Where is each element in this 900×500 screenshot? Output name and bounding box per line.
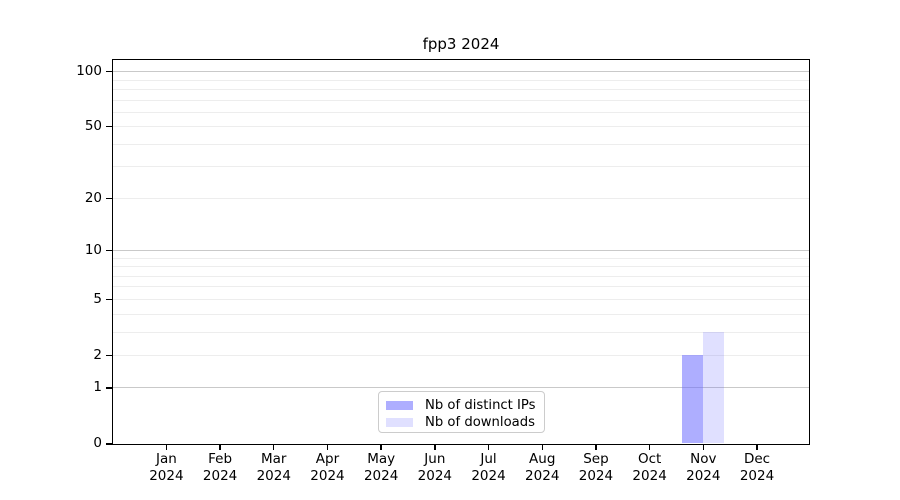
major-gridline: [113, 387, 809, 389]
x-tick-label: Nov 2024: [671, 451, 735, 484]
minor-gridline: [113, 331, 809, 333]
major-gridline: [113, 249, 809, 251]
x-tick-mark: [648, 445, 651, 450]
y-tick-mark: [106, 197, 112, 199]
plot-area: [112, 59, 810, 445]
x-tick-year: 2024: [739, 467, 775, 484]
x-tick-mark: [434, 445, 436, 450]
y-tick-mark: [106, 125, 112, 128]
x-tick-mark: [380, 445, 382, 450]
legend: Nb of distinct IPs Nb of downloads: [378, 391, 545, 433]
x-tick-label: Aug 2024: [510, 451, 574, 484]
x-tick-mark: [219, 445, 221, 450]
y-tick-mark: [106, 249, 112, 252]
x-tick-month: Sep: [583, 451, 609, 467]
x-tick-year: 2024: [686, 467, 721, 484]
legend-swatch: [386, 418, 413, 428]
minor-gridline: [113, 111, 809, 113]
minor-gridline: [113, 126, 809, 128]
x-tick-label: May 2024: [349, 451, 413, 484]
legend-label: Nb of downloads: [425, 415, 535, 431]
legend-row: Nb of distinct IPs: [386, 397, 536, 414]
y-tick-label: 20: [84, 189, 102, 206]
x-tick-label: Sep 2024: [564, 451, 628, 484]
x-tick-year: 2024: [310, 467, 345, 484]
x-tick-mark: [756, 445, 758, 450]
x-tick-label: Mar 2024: [242, 451, 306, 484]
x-tick-month: Jun: [424, 451, 446, 467]
y-tick-label: 100: [76, 62, 102, 79]
y-tick-mark: [106, 443, 112, 445]
x-tick-month: Mar: [261, 451, 287, 467]
x-tick-mark: [702, 445, 704, 450]
x-tick-month: May: [367, 451, 396, 467]
minor-gridline: [113, 79, 809, 81]
x-tick-mark: [541, 445, 543, 450]
x-tick-month: Apr: [315, 451, 340, 467]
x-tick-mark: [165, 445, 168, 450]
x-tick-year: 2024: [202, 467, 238, 484]
y-tick-label: 5: [93, 290, 102, 307]
bar-downloads: [702, 331, 724, 444]
minor-gridline: [113, 166, 809, 168]
minor-gridline: [113, 197, 809, 199]
minor-gridline: [113, 275, 809, 277]
x-tick-mark: [595, 445, 597, 450]
minor-gridline: [113, 257, 809, 259]
minor-gridline: [113, 99, 809, 101]
x-tick-year: 2024: [578, 467, 614, 484]
y-tick-mark: [106, 354, 112, 356]
minor-gridline: [113, 143, 809, 145]
x-tick-mark: [273, 445, 275, 450]
y-tick-mark: [106, 387, 112, 389]
x-tick-month: Oct: [637, 451, 662, 467]
x-tick-year: 2024: [363, 467, 399, 484]
legend-label: Nb of distinct IPs: [425, 397, 536, 413]
x-tick-month: Jul: [480, 451, 497, 467]
minor-gridline: [113, 286, 809, 288]
y-tick-label: 2: [93, 346, 102, 363]
minor-gridline: [113, 354, 809, 356]
minor-gridline: [113, 298, 809, 300]
x-tick-mark: [487, 445, 490, 450]
major-gridline: [113, 70, 809, 72]
y-tick-label: 10: [84, 241, 102, 258]
x-tick-year: 2024: [525, 467, 560, 484]
y-tick-label: 0: [93, 435, 102, 452]
x-tick-label: Feb 2024: [188, 451, 252, 484]
x-tick-mark: [326, 445, 329, 450]
x-tick-year: 2024: [417, 467, 453, 484]
x-tick-year: 2024: [256, 467, 291, 484]
minor-gridline: [113, 313, 809, 315]
minor-gridline: [113, 88, 809, 90]
x-tick-label: Jul 2024: [457, 451, 521, 484]
x-tick-month: Nov: [690, 451, 717, 467]
x-tick-label: Oct 2024: [618, 451, 682, 484]
x-tick-month: Dec: [743, 451, 771, 467]
y-tick-label: 50: [84, 118, 102, 135]
y-tick-mark: [106, 70, 112, 73]
y-tick-label: 1: [93, 379, 102, 396]
x-tick-label: Dec 2024: [725, 451, 789, 484]
legend-swatch: [386, 400, 413, 410]
chart-title: fpp3 2024: [422, 35, 500, 53]
y-tick-mark: [106, 298, 112, 300]
minor-gridline: [113, 266, 809, 268]
x-tick-year: 2024: [149, 467, 184, 484]
x-tick-month: Jan: [155, 451, 177, 467]
bar-distinct-ips: [682, 354, 703, 444]
legend-row: Nb of downloads: [386, 414, 536, 431]
x-tick-month: Aug: [529, 451, 556, 467]
x-tick-label: Jun 2024: [403, 451, 467, 484]
x-tick-year: 2024: [471, 467, 506, 484]
x-tick-label: Apr 2024: [295, 451, 359, 484]
x-tick-label: Jan 2024: [134, 451, 198, 484]
x-tick-month: Feb: [208, 451, 233, 467]
x-tick-year: 2024: [632, 467, 667, 484]
